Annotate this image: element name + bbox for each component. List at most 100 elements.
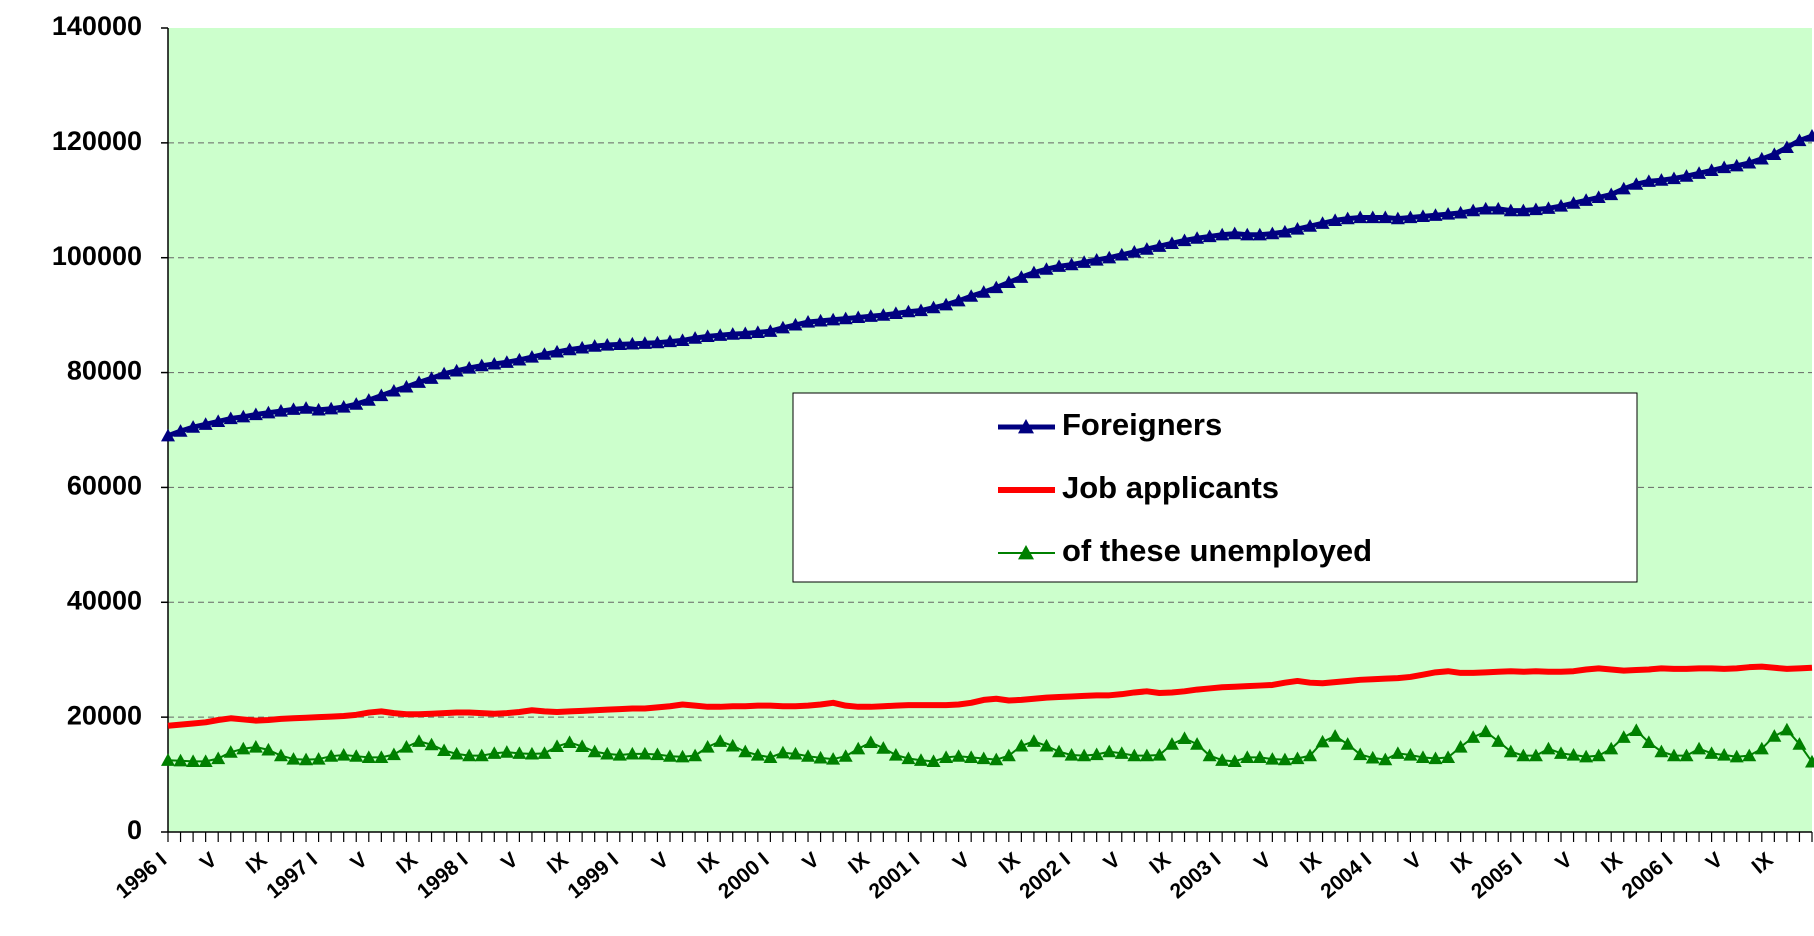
marker: [738, 326, 753, 340]
marker: [1591, 190, 1606, 204]
x-tick-label: 1997 I: [262, 848, 322, 903]
marker: [1026, 265, 1041, 279]
marker: [1641, 174, 1656, 187]
marker: [537, 746, 552, 759]
marker: [926, 300, 941, 314]
marker: [688, 748, 703, 762]
marker: [1265, 752, 1280, 765]
marker: [411, 375, 426, 388]
marker: [1466, 730, 1481, 743]
marker: [261, 742, 276, 756]
marker: [1252, 227, 1267, 241]
marker: [989, 280, 1004, 294]
x-tick-label: IX: [242, 848, 272, 878]
marker: [1767, 729, 1782, 742]
marker: [1227, 754, 1242, 767]
marker: [550, 739, 565, 753]
marker: [1378, 210, 1393, 224]
marker: [411, 734, 426, 747]
marker: [399, 379, 414, 393]
legend-label: Job applicants: [1062, 470, 1279, 505]
marker: [487, 356, 502, 370]
marker: [1315, 216, 1330, 229]
x-tick-label: IX: [543, 848, 573, 878]
marker: [1303, 219, 1318, 232]
marker: [361, 750, 376, 763]
marker: [1077, 255, 1092, 268]
marker: [499, 745, 514, 758]
marker: [813, 750, 828, 764]
marker: [299, 401, 314, 414]
marker: [1428, 751, 1443, 765]
marker: [1415, 750, 1430, 763]
marker: [888, 748, 903, 761]
marker: [700, 329, 715, 342]
marker: [449, 363, 464, 377]
marker: [449, 746, 464, 760]
marker: [236, 741, 251, 755]
marker: [976, 285, 991, 298]
marker: [1754, 741, 1769, 755]
marker: [1089, 253, 1104, 266]
marker: [1441, 750, 1456, 763]
marker: [750, 325, 765, 338]
marker: [1202, 748, 1217, 762]
x-tick-label: V: [1099, 848, 1125, 875]
marker: [349, 749, 364, 762]
marker: [1792, 737, 1807, 750]
marker: [1579, 749, 1594, 763]
marker: [1516, 748, 1531, 762]
marker: [424, 371, 439, 384]
x-tick-label: V: [497, 848, 523, 875]
marker: [361, 393, 376, 406]
marker: [662, 749, 677, 762]
marker: [750, 748, 765, 761]
marker: [1717, 160, 1732, 174]
x-tick-label: 2006 I: [1618, 848, 1678, 903]
marker: [512, 352, 527, 366]
marker: [1692, 166, 1707, 179]
marker: [424, 737, 439, 751]
x-tick-label: IX: [1748, 848, 1778, 878]
marker: [951, 293, 966, 307]
marker: [1102, 250, 1117, 264]
marker: [725, 327, 740, 340]
marker: [524, 746, 539, 760]
marker: [575, 340, 590, 354]
marker: [587, 744, 602, 758]
marker: [1528, 202, 1543, 216]
marker: [901, 751, 916, 765]
marker: [1139, 242, 1154, 255]
marker: [587, 339, 602, 352]
x-tick-label: IX: [1296, 848, 1326, 878]
marker: [1328, 213, 1343, 226]
marker: [1240, 227, 1255, 241]
marker: [1629, 177, 1644, 190]
marker: [1001, 275, 1016, 289]
marker: [1014, 738, 1029, 752]
x-tick-label: V: [346, 848, 372, 875]
marker: [374, 750, 389, 763]
x-tick-label: V: [949, 848, 975, 875]
marker: [1428, 208, 1443, 221]
marker: [713, 328, 728, 341]
marker: [863, 309, 878, 322]
marker: [1729, 749, 1744, 763]
marker: [1390, 746, 1405, 759]
marker: [625, 746, 640, 760]
marker: [1704, 746, 1719, 759]
x-tick-label: IX: [693, 848, 723, 878]
marker: [725, 738, 740, 752]
marker: [223, 411, 238, 425]
marker: [801, 315, 816, 328]
marker: [1177, 233, 1192, 247]
marker: [1528, 748, 1543, 762]
marker: [1554, 199, 1569, 212]
marker: [550, 344, 565, 358]
marker: [386, 747, 401, 761]
marker: [1252, 750, 1267, 763]
marker: [1566, 196, 1581, 209]
marker: [1290, 751, 1305, 765]
marker: [1591, 748, 1606, 762]
x-tick-label: V: [1702, 848, 1728, 875]
